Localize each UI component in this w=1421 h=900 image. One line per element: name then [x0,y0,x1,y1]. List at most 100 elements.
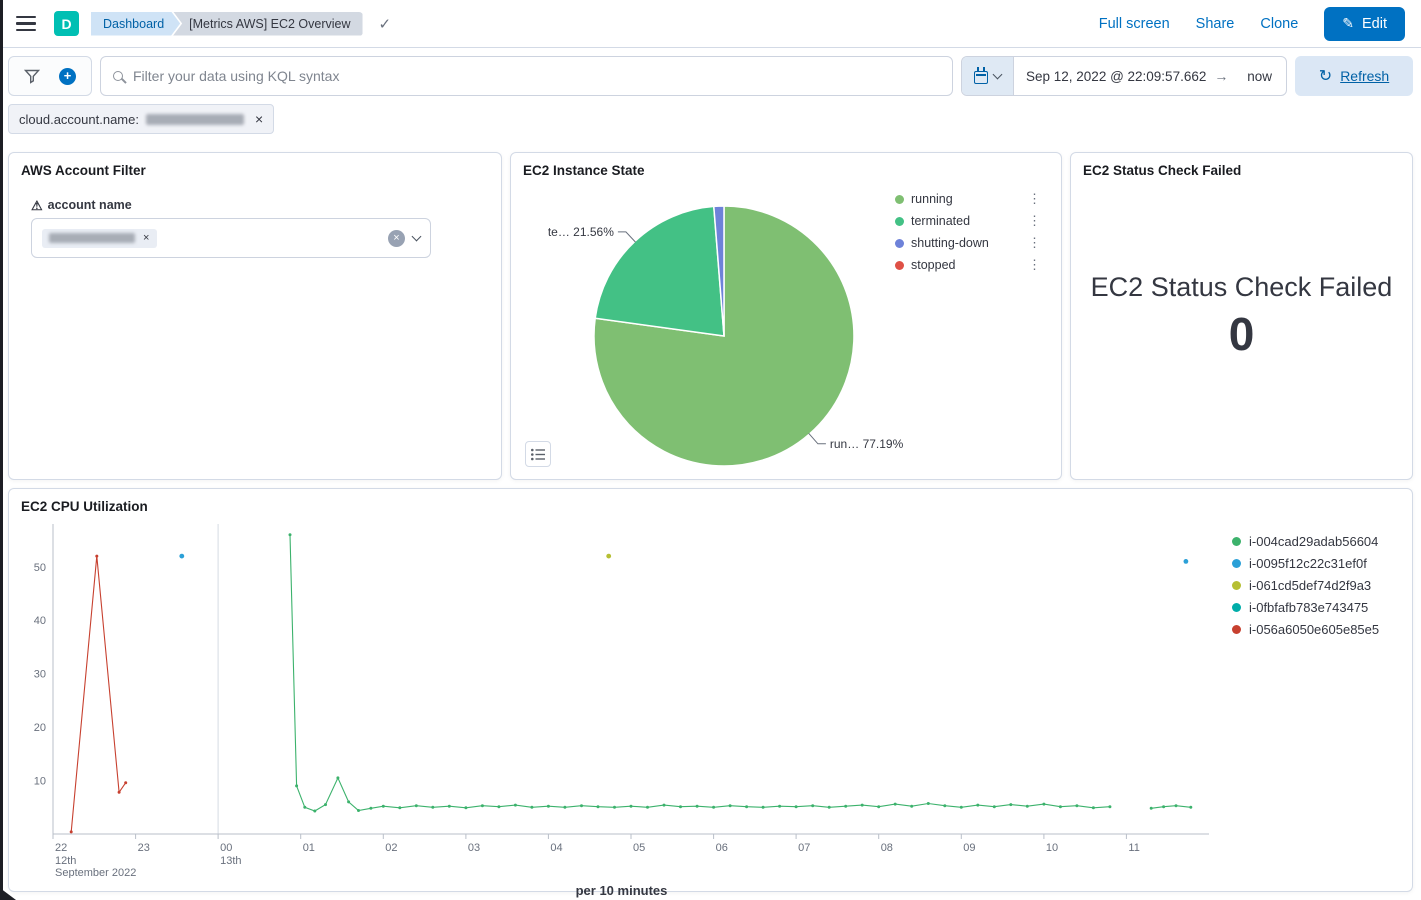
pie-legend: running ⋮ terminated ⋮ shutting-down ⋮ stopped… [895,188,1043,276]
panel-title: EC2 CPU Utilization [21,499,148,514]
svg-text:40: 40 [34,615,46,627]
menu-button[interactable] [16,11,42,37]
top-header: D Dashboard [Metrics AWS] EC2 Overview ✓… [0,0,1421,48]
svg-text:20: 20 [34,722,46,734]
svg-text:04: 04 [550,842,562,854]
instance-state-pie-chart[interactable]: run… 77.19% te… 21.56% [519,194,939,489]
svg-text:23: 23 [138,842,150,854]
svg-text:30: 30 [34,669,46,681]
add-filter-icon: + [59,67,76,85]
calendar-icon [974,67,988,84]
chip-value-redacted [49,233,135,243]
refresh-icon: ↻ [1318,68,1333,85]
legend-item-label: shutting-down [911,236,989,250]
legend-item-shutting-down[interactable]: shutting-down ⋮ [895,232,1043,254]
legend-item-i-056a6050e605e85e5[interactable]: i-056a6050e605e85e5 [1232,618,1404,640]
chevron-down-icon [992,69,1003,79]
svg-text:50: 50 [34,562,46,574]
field-label: account name [47,198,132,212]
legend-item-label: i-004cad29adab56604 [1249,533,1379,549]
list-icon [530,448,545,460]
legend-item-i-0fbfafb783e743475[interactable]: i-0fbfafb783e743475 [1232,596,1404,618]
date-picker: Sep 12, 2022 @ 22:09:57.662 → now [961,56,1287,96]
panel-title: EC2 Status Check Failed [1083,163,1242,178]
filter-pill[interactable]: cloud.account.name: × [8,104,275,134]
edit-button-label: Edit [1362,15,1387,32]
panel-title: AWS Account Filter [21,163,146,178]
legend-color-dot [1232,558,1241,568]
aws-account-filter-panel: AWS Account Filter ⚠ account name × × [8,152,502,480]
svg-text:09: 09 [963,842,975,854]
header-actions: Full screen Share Clone ✎ Edit [1098,6,1405,41]
refresh-button-label: Refresh [1340,68,1390,84]
query-bar: + Sep 12, 2022 @ 22:09:57.662 → now ↻ Re… [8,56,1413,96]
share-link[interactable]: Share [1195,15,1235,32]
svg-text:te… 21.56%: te… 21.56% [548,225,614,239]
clone-link[interactable]: Clone [1260,15,1299,32]
date-start-button[interactable]: Sep 12, 2022 @ 22:09:57.662 [1014,69,1214,84]
remove-filter-icon[interactable]: × [251,110,267,128]
svg-text:08: 08 [881,842,893,854]
filter-pill-value-redacted [145,113,244,125]
legend-item-options-icon[interactable]: ⋮ [1028,257,1041,272]
legend-item-i-0095f12c22c31ef0f[interactable]: i-0095f12c22c31ef0f [1232,552,1404,574]
legend-color-dot [1232,536,1241,546]
legend-item-i-004cad29adab56604[interactable]: i-004cad29adab56604 [1232,530,1404,552]
legend-item-label: i-0fbfafb783e743475 [1249,599,1369,615]
legend-item-options-icon[interactable]: ⋮ [1028,213,1041,228]
filter-controls-group: + [8,56,92,96]
arrow-right-icon: → [1214,68,1229,84]
panel-title: EC2 Instance State [523,163,645,178]
selected-option-chip: × [42,228,158,248]
legend-color-dot [895,216,904,226]
svg-text:06: 06 [716,842,728,854]
filter-menu-button[interactable] [20,64,44,88]
panels-row-1: AWS Account Filter ⚠ account name × × EC… [8,152,1413,480]
legend-item-i-061cd5def74d2f9a3[interactable]: i-061cd5def74d2f9a3 [1232,574,1404,596]
space-avatar[interactable]: D [54,11,79,36]
legend-color-dot [895,260,904,270]
legend-item-running[interactable]: running ⋮ [895,188,1043,210]
ec2-instance-state-panel: EC2 Instance State run… 77.19% te… 21.56%… [510,152,1062,480]
legend-color-dot [895,194,904,204]
ec2-cpu-utilization-panel: EC2 CPU Utilization 22 23 00 01 02 03 04 05 06 07… [8,488,1413,898]
legend-item-label: stopped [911,258,956,272]
breadcrumb-dashboard[interactable]: Dashboard [91,12,180,36]
calendar-button[interactable] [962,57,1014,95]
svg-text:03: 03 [468,842,480,854]
svg-text:02: 02 [385,842,397,854]
date-end-button[interactable]: now [1235,69,1286,84]
refresh-button[interactable]: ↻ Refresh [1295,56,1413,96]
legend-item-terminated[interactable]: terminated ⋮ [895,210,1043,232]
legend-item-options-icon[interactable]: ⋮ [1028,235,1041,250]
svg-text:01: 01 [303,842,315,854]
breadcrumb: Dashboard [Metrics AWS] EC2 Overview [91,11,363,36]
legend-item-options-icon[interactable]: ⋮ [1028,191,1041,206]
add-filter-button[interactable]: + [55,64,80,89]
svg-text:September 2022: September 2022 [55,867,136,878]
legend-color-dot [1232,580,1241,590]
full-screen-link[interactable]: Full screen [1098,15,1170,32]
breadcrumb-current-page: [Metrics AWS] EC2 Overview [173,11,363,36]
search-icon [113,71,123,81]
metric-value: 0 [1228,307,1255,360]
svg-text:22: 22 [55,842,67,854]
cpu-legend: i-004cad29adab56604 i-0095f12c22c31ef0f i-… [1226,516,1404,898]
svg-text:12th: 12th [55,855,76,867]
edit-button[interactable]: ✎ Edit [1324,6,1405,41]
chevron-down-icon[interactable] [411,231,422,241]
search-input[interactable] [133,68,940,84]
account-name-combobox[interactable]: × × [31,218,431,258]
legend-item-stopped[interactable]: stopped ⋮ [895,254,1043,276]
svg-text:13th: 13th [220,855,241,867]
legend-color-dot [1232,602,1241,612]
ec2-status-check-panel: EC2 Status Check Failed EC2 Status Check… [1070,152,1413,480]
svg-text:00: 00 [220,842,232,854]
legend-toggle-button[interactable] [525,441,551,467]
svg-text:05: 05 [633,842,645,854]
svg-text:10: 10 [1046,842,1058,854]
remove-chip-icon[interactable]: × [143,231,150,244]
cpu-utilization-chart[interactable]: 22 23 00 01 02 03 04 05 06 07 08 09 10 11 12th Septembe… [17,516,1226,883]
clear-selection-icon[interactable]: × [388,229,405,247]
svg-text:run… 77.19%: run… 77.19% [830,437,904,451]
